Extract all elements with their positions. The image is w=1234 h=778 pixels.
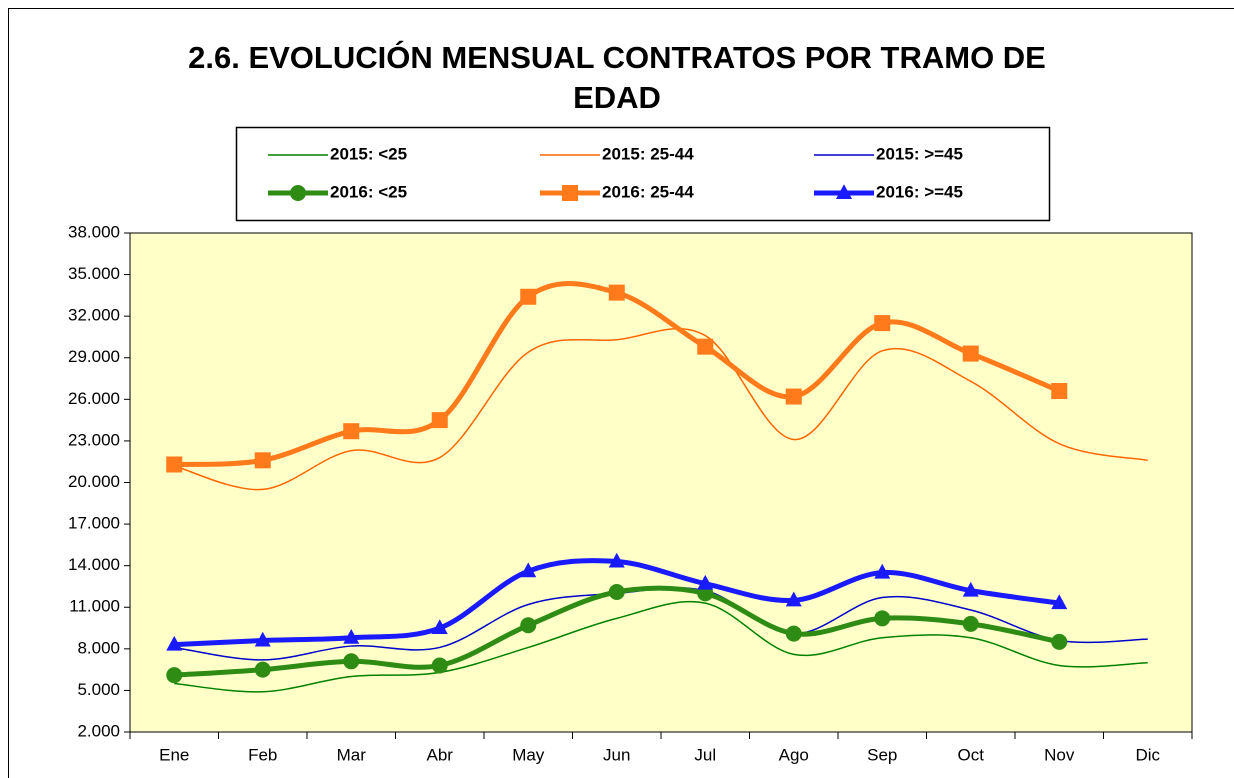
y-tick-label: 20.000 [68, 472, 120, 491]
marker [1051, 383, 1068, 400]
legend-marker [290, 185, 306, 201]
marker [785, 625, 802, 642]
marker [343, 653, 360, 670]
series-line [174, 600, 1148, 693]
y-tick-label: 11.000 [69, 597, 120, 616]
marker [1051, 594, 1068, 610]
x-tick-label: Dic [1135, 745, 1160, 764]
x-tick-label: Oct [958, 745, 985, 764]
x-tick-label: Ago [779, 745, 809, 764]
y-tick-label: 17.000 [68, 514, 120, 533]
marker [520, 562, 537, 578]
marker [697, 574, 714, 590]
y-tick-label: 5.000 [77, 680, 120, 699]
marker [166, 667, 183, 684]
x-tick-label: Mar [337, 745, 367, 764]
marker [962, 581, 979, 597]
marker [254, 631, 271, 647]
marker [166, 635, 183, 651]
marker [608, 584, 625, 601]
y-tick-label: 23.000 [68, 430, 120, 449]
legend-label: 2015: >=45 [876, 144, 963, 163]
x-tick-label: Feb [248, 745, 277, 764]
marker [785, 388, 802, 405]
legend-box [235, 126, 1051, 222]
x-tick-label: May [512, 745, 545, 764]
marker [431, 412, 448, 429]
marker [1051, 633, 1068, 650]
legend-label: 2016: >=45 [876, 182, 963, 201]
x-tick-label: Ene [159, 745, 189, 764]
x-tick-label: Jun [603, 745, 630, 764]
marker [520, 617, 537, 634]
y-tick-label: 35.000 [68, 264, 120, 283]
y-tick-label: 29.000 [68, 347, 120, 366]
marker [608, 552, 625, 568]
marker [254, 452, 271, 469]
series-line [174, 327, 1148, 491]
marker [874, 315, 891, 332]
marker [343, 423, 360, 440]
legend-label: 2016: 25-44 [602, 182, 694, 201]
marker [254, 661, 271, 678]
marker [520, 288, 537, 305]
x-tick-label: Jul [694, 745, 716, 764]
legend-marker [562, 185, 578, 201]
marker [874, 610, 891, 627]
marker [962, 615, 979, 632]
marker [608, 284, 625, 301]
marker [343, 628, 360, 644]
legend-label: 2015: <25 [330, 144, 407, 163]
y-tick-label: 2.000 [77, 721, 120, 740]
legend-marker [836, 184, 852, 199]
legend-label: 2016: <25 [330, 182, 407, 201]
legend-label: 2015: 25-44 [602, 144, 694, 163]
marker [431, 657, 448, 674]
marker [697, 338, 714, 355]
y-tick-label: 14.000 [68, 555, 120, 574]
chart-title: 2.6. EVOLUCIÓN MENSUAL CONTRATOS POR TRA… [188, 40, 1046, 115]
marker [431, 619, 448, 635]
y-tick-label: 8.000 [77, 638, 120, 657]
y-tick-label: 38.000 [68, 222, 120, 241]
y-tick-label: 26.000 [68, 389, 120, 408]
marker [874, 563, 891, 579]
x-tick-label: Abr [427, 745, 454, 764]
marker [166, 456, 183, 473]
x-tick-label: Sep [867, 745, 897, 764]
marker [962, 345, 979, 362]
marker [785, 591, 802, 607]
y-tick-label: 32.000 [68, 306, 120, 325]
x-tick-label: Nov [1044, 745, 1075, 764]
